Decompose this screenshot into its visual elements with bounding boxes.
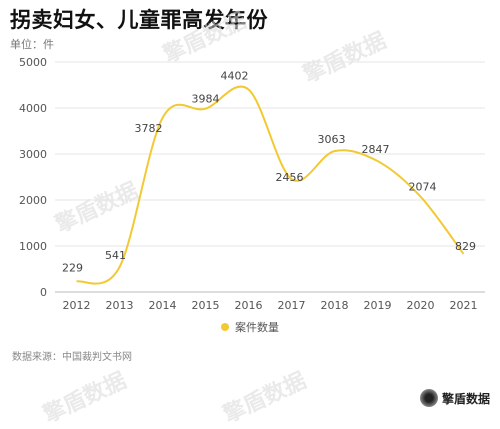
data-label: 2847 bbox=[362, 143, 390, 156]
data-label: 4402 bbox=[221, 70, 249, 83]
unit-label: 单位：件 bbox=[10, 38, 54, 51]
x-tick-label: 2018 bbox=[321, 299, 349, 312]
data-label: 2456 bbox=[276, 171, 304, 184]
y-tick-label: 3000 bbox=[19, 148, 47, 161]
legend-label: 案件数量 bbox=[235, 321, 279, 334]
data-label: 3782 bbox=[135, 122, 163, 135]
x-tick-label: 2019 bbox=[364, 299, 392, 312]
x-tick-label: 2014 bbox=[149, 299, 177, 312]
data-label: 3984 bbox=[192, 93, 220, 106]
brand-name: 擎盾数据 bbox=[441, 391, 490, 406]
brand-icon bbox=[419, 389, 438, 407]
legend-marker bbox=[221, 323, 229, 331]
y-tick-label: 5000 bbox=[19, 56, 47, 69]
series-line bbox=[76, 85, 465, 285]
data-label: 541 bbox=[105, 249, 126, 262]
x-tick-label: 2012 bbox=[63, 299, 91, 312]
x-tick-label: 2015 bbox=[192, 299, 220, 312]
y-tick-label: 1000 bbox=[19, 240, 47, 253]
x-tick-label: 2016 bbox=[235, 299, 263, 312]
legend: 案件数量 bbox=[221, 319, 279, 335]
line-chart: 0 1000 2000 3000 4000 5000 2012 2013 2014 2015 201… bbox=[19, 56, 485, 312]
y-tick-label: 2000 bbox=[19, 194, 47, 207]
x-tick-label: 2017 bbox=[278, 299, 306, 312]
data-label: 829 bbox=[455, 240, 476, 253]
x-tick-label: 2021 bbox=[450, 299, 478, 312]
data-label: 2074 bbox=[409, 181, 437, 194]
y-tick-label: 4000 bbox=[19, 102, 47, 115]
brand-logo: 擎盾数据 bbox=[419, 389, 490, 407]
x-tick-label: 2013 bbox=[106, 299, 134, 312]
x-tick-label: 2020 bbox=[407, 299, 435, 312]
data-label: 229 bbox=[62, 261, 83, 274]
y-tick-label: 0 bbox=[40, 286, 47, 299]
data-source: 数据来源：中国裁判文书网 bbox=[12, 352, 132, 363]
data-label: 3063 bbox=[318, 133, 346, 146]
chart-title: 拐卖妇女、儿童罪高发年份 bbox=[10, 8, 268, 32]
